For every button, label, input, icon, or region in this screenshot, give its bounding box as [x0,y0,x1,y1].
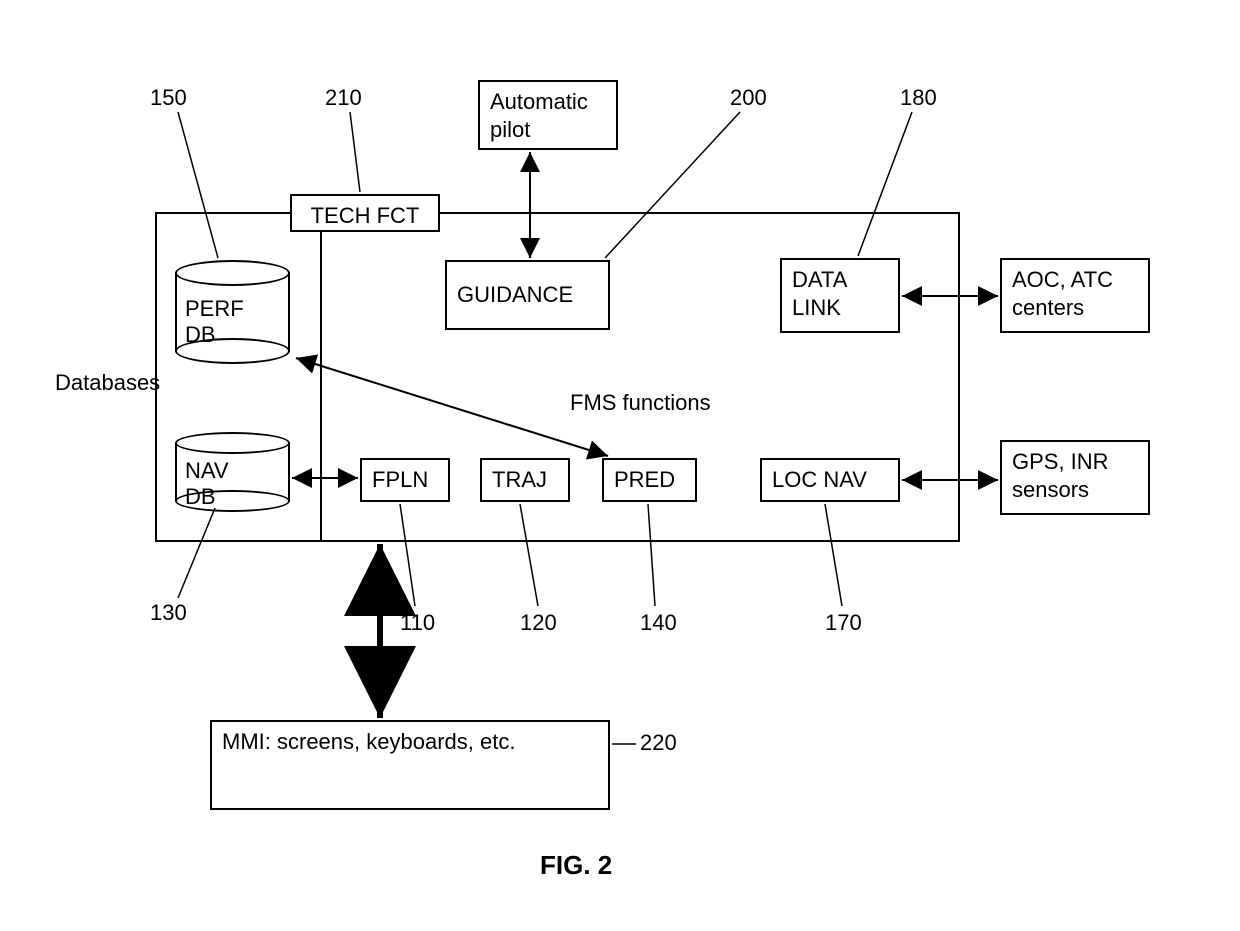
databases-label: Databases [55,370,160,396]
aoc-atc-label: AOC, ATCcenters [1012,267,1113,320]
mmi-label: MMI: screens, keyboards, etc. [222,729,515,754]
loc-nav-label: LOC NAV [772,466,867,494]
fpln-label: FPLN [372,466,428,494]
db-section [320,212,322,542]
perf-db-cylinder: PERFDB [175,260,290,365]
tech-fct-label: TECH FCT [311,203,420,228]
mmi-box: MMI: screens, keyboards, etc. [210,720,610,810]
pred-box: PRED [602,458,697,502]
ref-180: 180 [900,85,937,111]
ref-210: 210 [325,85,362,111]
auto-pilot-box: Automaticpilot [478,80,618,150]
fms-functions-label: FMS functions [570,390,711,416]
guidance-box: GUIDANCE [445,260,610,330]
data-link-box: DATALINK [780,258,900,333]
auto-pilot-label: Automaticpilot [490,89,588,142]
gps-inr-label: GPS, INRsensors [1012,449,1109,502]
pred-label: PRED [614,466,675,494]
loc-nav-box: LOC NAV [760,458,900,502]
gps-inr-box: GPS, INRsensors [1000,440,1150,515]
nav-db-label: NAVDB [185,458,229,509]
guidance-label: GUIDANCE [457,281,573,309]
nav-db-cylinder: NAVDB [175,432,290,514]
data-link-label: DATALINK [792,267,847,320]
aoc-atc-box: AOC, ATCcenters [1000,258,1150,333]
ref-110: 110 [400,610,435,636]
traj-label: TRAJ [492,466,547,494]
ref-120: 120 [520,610,557,636]
ref-130: 130 [150,600,187,626]
fpln-box: FPLN [360,458,450,502]
ref-220: 220 [640,730,677,756]
figure-title: FIG. 2 [540,850,612,881]
ref-200: 200 [730,85,767,111]
traj-box: TRAJ [480,458,570,502]
tech-fct-box: TECH FCT [290,194,440,232]
perf-db-label: PERFDB [185,296,244,347]
ref-140: 140 [640,610,677,636]
ref-150: 150 [150,85,187,111]
diagram-canvas: Automaticpilot TECH FCT GUIDANCE DATALIN… [0,0,1240,931]
ref-170: 170 [825,610,862,636]
